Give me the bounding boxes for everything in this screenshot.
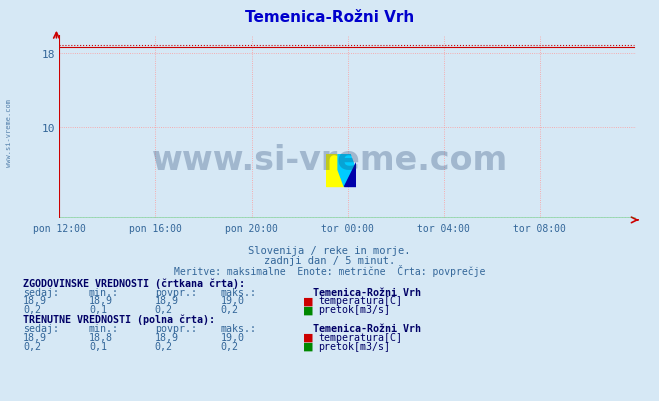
- Text: tor 00:00: tor 00:00: [321, 224, 374, 233]
- Text: 18,9: 18,9: [23, 296, 47, 306]
- Text: 18,9: 18,9: [89, 296, 113, 306]
- Text: 0,2: 0,2: [23, 341, 41, 350]
- Text: 18,9: 18,9: [155, 296, 179, 306]
- Polygon shape: [338, 154, 356, 186]
- Text: ■: ■: [303, 296, 314, 306]
- Text: sedaj:: sedaj:: [23, 323, 59, 333]
- Text: temperatura[C]: temperatura[C]: [318, 296, 402, 306]
- Text: 19,0: 19,0: [221, 332, 244, 342]
- Text: pon 16:00: pon 16:00: [129, 224, 182, 233]
- Text: www.si-vreme.com: www.si-vreme.com: [152, 144, 507, 177]
- Text: pretok[m3/s]: pretok[m3/s]: [318, 305, 390, 314]
- Text: ■: ■: [303, 332, 314, 342]
- Text: 0,2: 0,2: [23, 305, 41, 314]
- Text: 0,2: 0,2: [155, 305, 173, 314]
- Text: 0,2: 0,2: [155, 341, 173, 350]
- Text: ZGODOVINSKE VREDNOSTI (črtkana črta):: ZGODOVINSKE VREDNOSTI (črtkana črta):: [23, 277, 245, 288]
- Text: pon 20:00: pon 20:00: [225, 224, 278, 233]
- Text: 19,0: 19,0: [221, 296, 244, 306]
- Text: ■: ■: [303, 341, 314, 350]
- Text: 0,1: 0,1: [89, 341, 107, 350]
- Text: zadnji dan / 5 minut.: zadnji dan / 5 minut.: [264, 256, 395, 265]
- Text: 0,2: 0,2: [221, 341, 239, 350]
- Text: 0,1: 0,1: [89, 305, 107, 314]
- Text: 18,9: 18,9: [23, 332, 47, 342]
- Text: pretok[m3/s]: pretok[m3/s]: [318, 341, 390, 350]
- Text: povpr.:: povpr.:: [155, 287, 197, 297]
- Text: Meritve: maksimalne  Enote: metrične  Črta: povprečje: Meritve: maksimalne Enote: metrične Črta…: [174, 265, 485, 277]
- Text: tor 04:00: tor 04:00: [417, 224, 470, 233]
- Text: maks.:: maks.:: [221, 287, 257, 297]
- Text: www.si-vreme.com: www.si-vreme.com: [5, 98, 12, 166]
- Text: povpr.:: povpr.:: [155, 323, 197, 333]
- Text: 0,2: 0,2: [221, 305, 239, 314]
- Text: pon 12:00: pon 12:00: [33, 224, 86, 233]
- Text: maks.:: maks.:: [221, 323, 257, 333]
- Text: Temenica-Rožni Vrh: Temenica-Rožni Vrh: [245, 10, 414, 25]
- Text: temperatura[C]: temperatura[C]: [318, 332, 402, 342]
- Text: sedaj:: sedaj:: [23, 287, 59, 297]
- Polygon shape: [344, 162, 356, 186]
- Bar: [326, 154, 344, 186]
- Text: 18,9: 18,9: [155, 332, 179, 342]
- Text: 18,8: 18,8: [89, 332, 113, 342]
- Text: Temenica-Rožni Vrh: Temenica-Rožni Vrh: [313, 287, 421, 297]
- Text: tor 08:00: tor 08:00: [513, 224, 566, 233]
- Text: Temenica-Rožni Vrh: Temenica-Rožni Vrh: [313, 323, 421, 333]
- Text: ■: ■: [303, 305, 314, 314]
- Text: min.:: min.:: [89, 287, 119, 297]
- Text: TRENUTNE VREDNOSTI (polna črta):: TRENUTNE VREDNOSTI (polna črta):: [23, 314, 215, 324]
- Text: min.:: min.:: [89, 323, 119, 333]
- Text: Slovenija / reke in morje.: Slovenija / reke in morje.: [248, 246, 411, 255]
